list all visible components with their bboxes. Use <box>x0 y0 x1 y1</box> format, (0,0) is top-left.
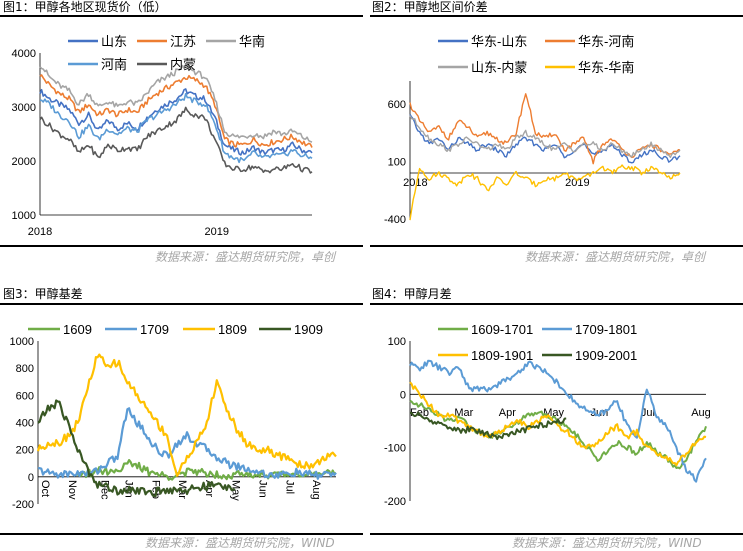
c3-legend-label: 1609 <box>63 322 92 337</box>
panel-1-top-rule <box>0 15 363 17</box>
c4-series-line <box>409 359 707 483</box>
c2-legend-label: 华东-河南 <box>578 34 634 49</box>
c1-legend-label: 内蒙 <box>170 57 196 72</box>
c1-series-line <box>39 74 313 148</box>
c3-legend-label: 1709 <box>140 322 169 337</box>
c3-y-tick-label: -200 <box>12 499 34 511</box>
c1-series-line <box>39 64 313 143</box>
panel-1-source: 数据来源：盛达期货研究院，卓创 <box>155 250 336 264</box>
c2-series-line <box>409 164 681 221</box>
panel-3-source: 数据来源：盛达期货研究院，WIND <box>145 536 335 550</box>
panel-2-top-rule <box>370 15 743 17</box>
c3-x-tick-label: Jun <box>257 480 269 498</box>
c2-series-line <box>409 93 681 165</box>
c3-y-tick-label: 800 <box>16 363 34 375</box>
c1-y-tick-label: 3000 <box>12 102 36 114</box>
c4-x-tick-label: Mar <box>454 407 473 419</box>
c3-series-line <box>36 353 337 477</box>
c1-x-tick-label: 2018 <box>28 226 52 238</box>
c4-legend-label: 1809-1901 <box>471 348 533 363</box>
c1-y-tick-label: 4000 <box>12 48 36 60</box>
c3-x-tick-label: Jul <box>283 480 295 494</box>
c3-x-tick-label: May <box>230 480 242 501</box>
c3-legend-label: 1809 <box>218 322 247 337</box>
c3-legend-label: 1909 <box>294 322 323 337</box>
c2-series-line <box>409 115 681 158</box>
c1-legend-label: 江苏 <box>170 34 196 49</box>
panel-4-source: 数据来源：盛达期货研究院，WIND <box>512 536 702 550</box>
panel-3-title: 图3：甲醇基差 <box>3 287 83 301</box>
c3-y-tick-label: 0 <box>28 472 34 484</box>
c4-series-line <box>409 381 707 467</box>
c1-series-line <box>39 106 313 174</box>
c4-x-tick-label: Apr <box>499 407 516 419</box>
c4-legend-label: 1709-1801 <box>575 322 637 337</box>
c2-y-tick-label: 600 <box>388 99 406 111</box>
panel-4-top-rule <box>370 303 743 305</box>
c4-y-tick-label: -200 <box>384 496 406 508</box>
panel-2-bottom-rule <box>370 245 743 247</box>
panel-3-bottom-rule <box>0 533 363 535</box>
c4-series-line <box>409 411 567 441</box>
c2-legend-label: 山东-内蒙 <box>471 60 527 75</box>
c2-x-tick-label: 2019 <box>565 177 589 189</box>
c1-y-tick-label: 2000 <box>12 156 36 168</box>
panel-2-source: 数据来源：盛达期货研究院，卓创 <box>525 250 706 264</box>
c2-y-tick-label: 100 <box>388 157 406 169</box>
c1-legend-label: 山东 <box>101 34 127 49</box>
c3-x-tick-label: Aug <box>310 480 322 500</box>
c4-legend-label: 1609-1701 <box>471 322 533 337</box>
panel-4-title: 图4：甲醇月差 <box>372 287 452 301</box>
c3-series-line <box>37 399 236 498</box>
c4-y-tick-label: 0 <box>400 389 406 401</box>
c1-legend-label: 华南 <box>239 34 265 49</box>
panel-2-title: 图2：甲醇地区间价差 <box>372 0 488 14</box>
c2-legend-label: 华东-山东 <box>471 34 527 49</box>
c2-series-line <box>409 114 681 164</box>
c1-legend-label: 河南 <box>101 57 127 72</box>
c3-x-tick-label: Oct <box>39 480 51 497</box>
c2-legend-label: 华东-华南 <box>578 60 634 75</box>
c3-y-tick-label: 400 <box>16 418 34 430</box>
panel-3-top-rule <box>0 303 363 305</box>
c1-y-tick-label: 1000 <box>12 210 36 222</box>
c1-series-line <box>39 93 313 164</box>
panel-1-bottom-rule <box>0 245 363 247</box>
panel-4-bottom-rule <box>370 533 743 535</box>
c3-y-tick-label: 600 <box>16 390 34 402</box>
c4-x-tick-label: Aug <box>691 407 711 419</box>
c3-y-tick-label: 200 <box>16 445 34 457</box>
c3-x-tick-label: Nov <box>66 480 78 500</box>
c2-y-tick-label: -400 <box>384 214 406 226</box>
panel-1-title: 图1：甲醇各地区现货价（低） <box>3 0 167 14</box>
c1-x-tick-label: 2019 <box>205 226 229 238</box>
c4-legend-label: 1909-2001 <box>575 348 637 363</box>
c3-y-tick-label: 1000 <box>10 336 34 348</box>
c4-x-tick-label: Jul <box>641 407 655 419</box>
c1-series-line <box>39 88 313 156</box>
c4-y-tick-label: -100 <box>384 443 406 455</box>
c3-series-line <box>76 459 337 481</box>
c4-y-tick-label: 100 <box>388 336 406 348</box>
c2-x-tick-label: 2018 <box>403 177 427 189</box>
